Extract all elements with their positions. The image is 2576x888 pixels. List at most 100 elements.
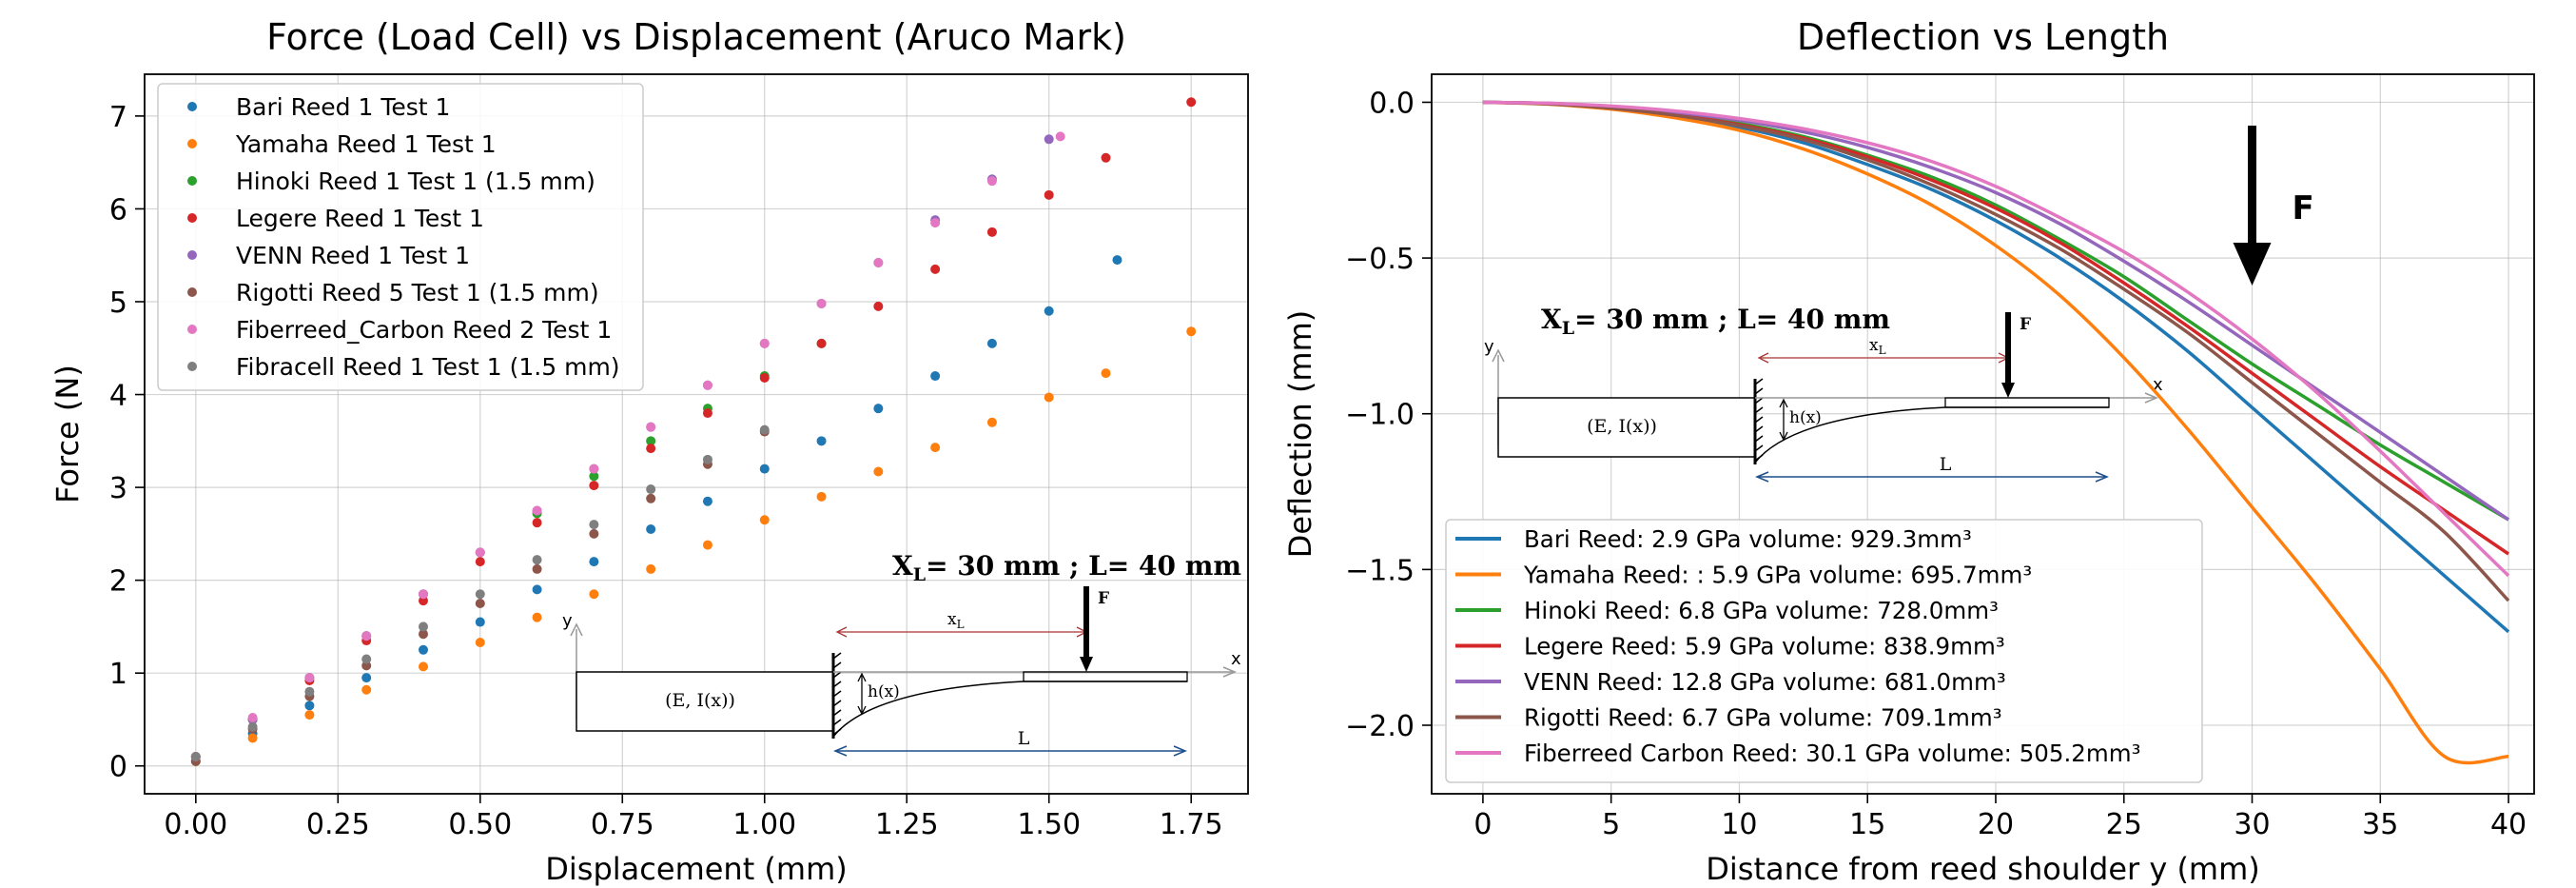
x-axis-label: Displacement (mm) <box>545 851 847 887</box>
data-point <box>1044 392 1054 403</box>
data-point <box>475 617 485 627</box>
inset-spec-label: XL= 30 mm ; L= 40 mm <box>1541 304 1890 339</box>
x-tick-label: 10 <box>1721 808 1757 841</box>
data-point <box>589 471 599 482</box>
data-point <box>1186 97 1197 108</box>
legend-marker <box>187 250 197 260</box>
data-point <box>1044 134 1054 145</box>
data-point <box>1044 189 1054 200</box>
data-point <box>589 481 599 491</box>
inset-reed-profile <box>832 681 1187 738</box>
data-point <box>930 371 941 382</box>
x-tick-label: 1.75 <box>1160 808 1223 841</box>
data-point <box>702 454 712 464</box>
data-point <box>986 227 997 237</box>
x-tick-label: 1.50 <box>1017 808 1081 841</box>
inset-reed-profile <box>1754 406 2109 464</box>
y-tick-label: 2 <box>109 565 127 599</box>
data-point <box>361 673 372 683</box>
legend-marker <box>187 287 197 297</box>
inset-y-arrowhead <box>1492 348 1505 363</box>
legend: Bari Reed 1 Test 1 Yamaha Reed 1 Test 1 Hi… <box>157 83 644 391</box>
inset-wall-hatch <box>1754 397 1764 405</box>
data-point <box>702 380 712 390</box>
inset-x-arrowhead <box>2144 392 2158 404</box>
inset-wall-hatch <box>832 681 842 688</box>
data-point <box>702 540 712 550</box>
data-point <box>475 599 485 609</box>
series-8 <box>190 424 770 761</box>
inset-wall-hatch <box>1754 435 1764 443</box>
force-displacement-chart: 0.00 0.25 0.50 0.75 1.00 1.25 1.50 1.75 0 1 2 3 4 5 6 7… <box>49 16 1249 887</box>
inset-wall-hatch <box>832 652 842 660</box>
force-arrowhead <box>2233 243 2272 286</box>
data-point <box>986 176 997 187</box>
inset-ei-label: (E, I(x)) <box>665 690 735 711</box>
inset-reed-tip <box>1944 397 2110 408</box>
data-point <box>361 684 372 695</box>
plot-frame <box>144 73 1249 795</box>
x-tick-label: 25 <box>2106 808 2142 841</box>
data-point <box>816 298 827 308</box>
data-point <box>646 422 656 432</box>
x-tick-label: 0 <box>1473 808 1492 841</box>
data-point <box>304 673 315 683</box>
data-point <box>1101 152 1111 163</box>
inset-wall-hatch <box>832 700 842 707</box>
inset-x-arrowhead <box>1222 666 1237 678</box>
data-point <box>646 484 656 495</box>
data-point <box>418 622 428 632</box>
data-point <box>475 589 485 600</box>
data-point <box>589 520 599 530</box>
x-axis-label: Distance from reed shoulder y (mm) <box>1706 851 2260 887</box>
inset-spec-label: XL= 30 mm ; L= 40 mm <box>892 550 1241 585</box>
data-point <box>418 589 428 600</box>
inset-y-arrowhead <box>570 622 583 637</box>
data-point <box>646 444 656 454</box>
inset-length-label: L <box>1018 728 1030 749</box>
inset-length-label: L <box>1940 454 1952 475</box>
data-point <box>1186 326 1197 337</box>
plot-frame <box>1431 73 2535 795</box>
series-1 <box>190 255 1122 766</box>
legend-label: Yamaha Reed 1 Test 1 <box>235 130 497 158</box>
data-point <box>873 258 884 268</box>
data-point <box>873 466 884 477</box>
data-point <box>930 443 941 453</box>
y-tick-label: −1.0 <box>1345 399 1415 432</box>
inset-force-label: F <box>2020 315 2031 334</box>
legend-label: Fibracell Reed 1 Test 1 (1.5 mm) <box>236 353 620 381</box>
x-tick-label: 1.00 <box>732 808 796 841</box>
x-tick-label: 0.25 <box>306 808 370 841</box>
inset-y-axis-label: y <box>1484 337 1494 357</box>
data-point <box>361 631 372 641</box>
y-tick-label: −0.5 <box>1345 243 1415 276</box>
data-point <box>646 523 656 534</box>
x-tick-label: 1.25 <box>875 808 939 841</box>
data-point <box>816 338 827 348</box>
inset-wall-hatch <box>832 690 842 698</box>
data-point <box>759 515 770 525</box>
data-point <box>247 721 258 732</box>
data-point <box>986 417 997 427</box>
y-tick-label: 7 <box>109 101 127 134</box>
inset-wall-hatch <box>1754 406 1764 414</box>
inset-hx-label: h(x) <box>1789 408 1822 427</box>
legend-marker <box>187 325 197 334</box>
data-point <box>930 218 941 228</box>
inset-force-arrowhead <box>1080 657 1093 672</box>
legend-marker <box>187 176 197 186</box>
inset-wall-hatch <box>832 661 842 669</box>
y-tick-label: 1 <box>109 658 127 691</box>
data-point <box>646 493 656 503</box>
legend-marker <box>187 139 197 148</box>
data-point <box>418 661 428 672</box>
data-point <box>759 424 770 435</box>
beam-inset-diagram: XL= 30 mm ; L= 40 mm y (E, I(x)) x h(x) xL F L <box>562 550 1241 757</box>
inset-wall-hatch <box>1754 425 1764 433</box>
y-tick-label: −2.0 <box>1345 710 1415 743</box>
data-point <box>475 557 485 567</box>
data-point <box>589 464 599 474</box>
y-tick-label: −1.5 <box>1345 554 1415 587</box>
